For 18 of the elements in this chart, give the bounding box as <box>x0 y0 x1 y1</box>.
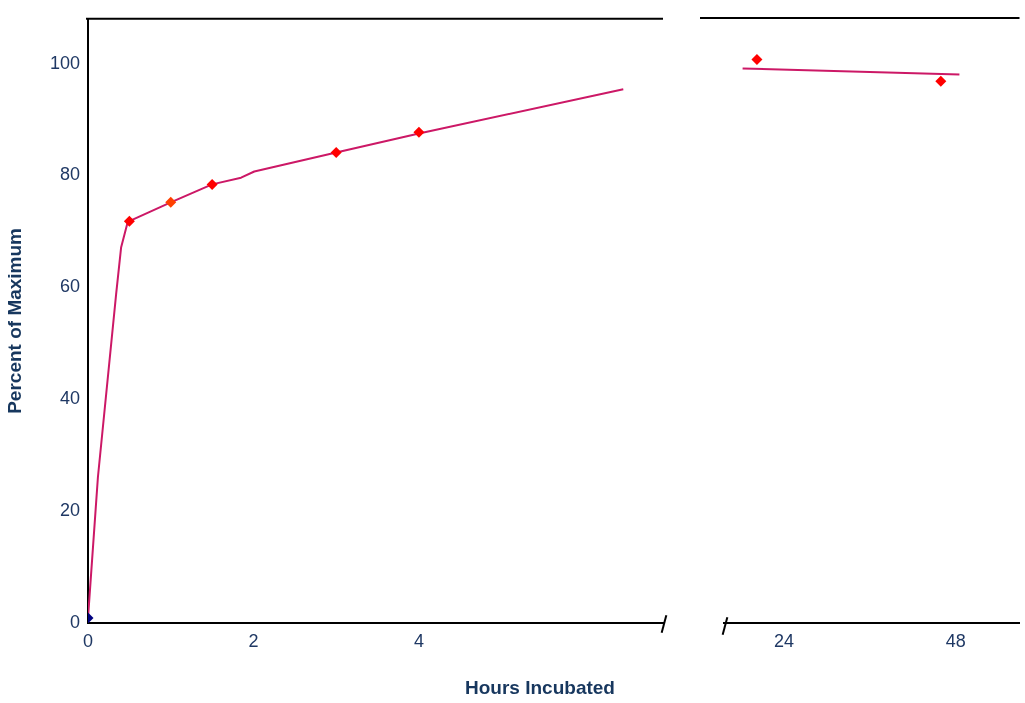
x-tick-label: 24 <box>774 630 795 651</box>
y-tick-label: 80 <box>59 164 80 185</box>
y-tick-label: 40 <box>59 388 80 409</box>
y-tick-label: 100 <box>49 52 80 73</box>
point <box>123 215 135 227</box>
point <box>165 196 177 208</box>
point <box>206 178 218 190</box>
x-tick-label: 0 <box>82 630 94 651</box>
x-tick-label: 48 <box>945 630 966 651</box>
point <box>413 126 425 138</box>
y-tick-label: 60 <box>59 276 80 297</box>
y-axis-title: Percent of Maximum <box>3 227 25 414</box>
point <box>330 147 342 159</box>
x-tick-label: 2 <box>248 630 259 651</box>
y-tick-label: 0 <box>69 611 80 632</box>
y-tick-label: 20 <box>59 500 80 521</box>
x-tick-label: 4 <box>413 630 424 651</box>
x-axis-title: Hours Incubated <box>464 677 616 699</box>
